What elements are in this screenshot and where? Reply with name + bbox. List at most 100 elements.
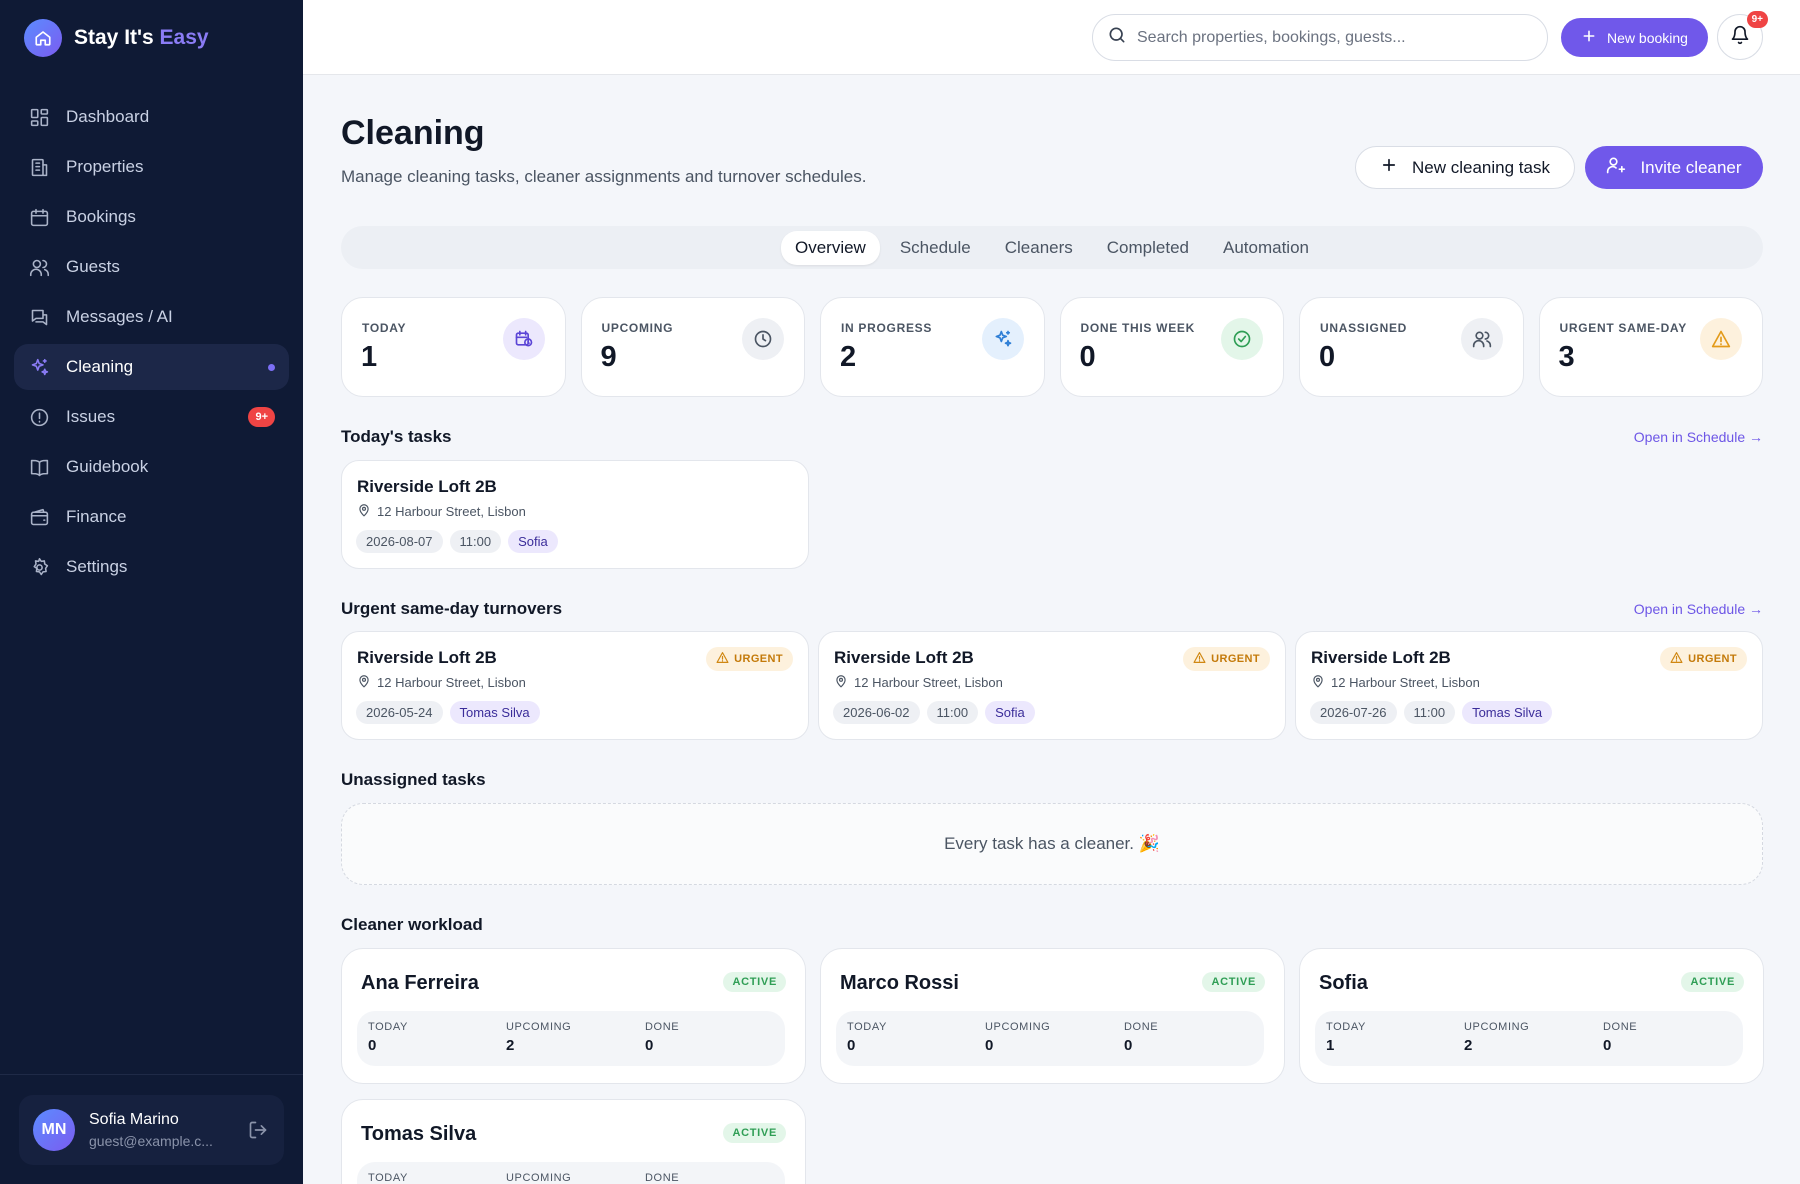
- workload-upcoming-value: 0: [985, 1037, 994, 1054]
- workload-today: TODAY 0: [847, 1021, 887, 1054]
- workload-upcoming-value: 2: [506, 1037, 515, 1054]
- cleaner-workload-card[interactable]: Tomas Silva ACTIVE TODAY UPCOMING DONE: [341, 1099, 806, 1184]
- cleaner-workload-card[interactable]: Ana Ferreira ACTIVE TODAY 0 UPCOMING 2 DONE 0: [341, 948, 806, 1084]
- workload-today-value: 0: [368, 1037, 377, 1054]
- sidebar-item-settings[interactable]: Settings: [14, 544, 289, 590]
- status-badge: ACTIVE: [1681, 972, 1744, 992]
- urgent-badge: URGENT: [1183, 647, 1270, 671]
- stat-label: TODAY: [362, 321, 407, 335]
- tab-cleaners[interactable]: Cleaners: [1004, 237, 1073, 257]
- users-icon: [28, 256, 50, 278]
- brand[interactable]: Stay It's Easy: [24, 19, 209, 57]
- urgent-badge: URGENT: [706, 647, 793, 671]
- urgent-task-card[interactable]: Riverside Loft 2B 12 Harbour Street, Lisb…: [1295, 631, 1763, 740]
- task-card[interactable]: Riverside Loft 2B 12 Harbour Street, Lisb…: [341, 460, 809, 569]
- sidebar-item-issues[interactable]: Issues 9+: [14, 394, 289, 440]
- stat-card: UNASSIGNED 0: [1299, 297, 1524, 397]
- new-cleaning-task-button[interactable]: New cleaning task: [1355, 146, 1575, 189]
- stat-value: 0: [1319, 341, 1336, 373]
- open-in-schedule-link[interactable]: Open in Schedule →: [1633, 429, 1763, 445]
- sidebar-item-bookings[interactable]: Bookings: [14, 194, 289, 240]
- sidebar-item-guidebook[interactable]: Guidebook: [14, 444, 289, 490]
- urgent-task-card[interactable]: Riverside Loft 2B 12 Harbour Street, Lisb…: [341, 631, 809, 740]
- stat-card: URGENT SAME-DAY 3: [1538, 297, 1763, 397]
- stat-label: DONE THIS WEEK: [1080, 321, 1195, 335]
- workload-done: DONE 0: [645, 1021, 679, 1054]
- tab-automation[interactable]: Automation: [1223, 237, 1309, 257]
- sidebar-nav: Dashboard Properties Bookings Guests Message…: [14, 94, 289, 594]
- sidebar-item-label: Guests: [66, 257, 120, 276]
- new-booking-button[interactable]: New booking: [1561, 18, 1708, 57]
- tab-completed[interactable]: Completed: [1106, 237, 1189, 257]
- sidebar-item-label: Bookings: [66, 207, 136, 226]
- sidebar-item-messages-ai[interactable]: Messages / AI: [14, 294, 289, 340]
- time-chip: 11:00: [449, 530, 502, 553]
- urgent-label: URGENT: [1688, 653, 1737, 665]
- cleaner-name: Marco Rossi: [840, 972, 959, 994]
- stat-cards: TODAY 1 UPCOMING 9 IN PROGRESS 2 DONE THIS WEE…: [341, 297, 1763, 397]
- plus-icon: [1581, 28, 1597, 47]
- workload-upcoming: UPCOMING 2: [506, 1021, 571, 1054]
- notification-badge: 9+: [1746, 11, 1768, 28]
- check-circle-icon: [1221, 318, 1263, 360]
- urgent-task-card[interactable]: Riverside Loft 2B 12 Harbour Street, Lisb…: [818, 631, 1286, 740]
- date-chip: 2026-05-24: [356, 701, 443, 724]
- page-subtitle: Manage cleaning tasks, cleaner assignmen…: [341, 167, 867, 186]
- search-box[interactable]: [1092, 14, 1548, 61]
- workload-upcoming: UPCOMING 2: [1464, 1021, 1529, 1054]
- user-card[interactable]: MN Sofia Marino guest@example.c...: [19, 1095, 284, 1165]
- stat-value: 9: [600, 341, 617, 373]
- urgent-badge: URGENT: [1660, 647, 1747, 671]
- workload-done-value: 0: [1603, 1037, 1612, 1054]
- section-title-workload: Cleaner workload: [341, 915, 483, 934]
- workload-stats: TODAY 1 UPCOMING 2 DONE 0: [1315, 1011, 1743, 1066]
- date-chip: 2026-08-07: [356, 530, 443, 553]
- tab-schedule[interactable]: Schedule: [899, 237, 971, 257]
- sparkles-icon: [28, 356, 50, 378]
- warning-icon: [1700, 318, 1742, 360]
- sidebar-item-label: Finance: [66, 507, 127, 526]
- workload-today-value: 0: [847, 1037, 856, 1054]
- workload-done-label: DONE: [645, 1172, 680, 1184]
- cleaner-chip: Tomas Silva: [1462, 701, 1553, 724]
- sidebar-item-finance[interactable]: Finance: [14, 494, 289, 540]
- sidebar-item-cleaning[interactable]: Cleaning: [14, 344, 289, 390]
- address-text: 12 Harbour Street, Lisbon: [377, 504, 526, 519]
- workload-today-label: TODAY: [847, 1021, 887, 1033]
- dashboard-icon: [28, 106, 50, 128]
- task-chips: 2026-05-24 Tomas Silva: [356, 701, 540, 724]
- property-name: Riverside Loft 2B: [834, 648, 974, 667]
- section-title-unassigned: Unassigned tasks: [341, 770, 486, 789]
- logout-icon[interactable]: [248, 1120, 268, 1145]
- cleaner-workload-card[interactable]: Marco Rossi ACTIVE TODAY 0 UPCOMING 0 DONE 0: [820, 948, 1285, 1084]
- tab-overview[interactable]: Overview: [780, 230, 880, 265]
- task-chips: 2026-07-26 11:00 Tomas Silva: [1310, 701, 1553, 724]
- sidebar-item-dashboard[interactable]: Dashboard: [14, 94, 289, 140]
- workload-done-label: DONE: [645, 1021, 680, 1033]
- sidebar-item-guests[interactable]: Guests: [14, 244, 289, 290]
- stat-value: 1: [361, 341, 378, 373]
- sidebar-item-properties[interactable]: Properties: [14, 144, 289, 190]
- property-address: 12 Harbour Street, Lisbon: [357, 503, 526, 520]
- search-input[interactable]: [1137, 28, 1517, 47]
- users-icon: [1460, 318, 1503, 360]
- open-in-schedule-link[interactable]: Open in Schedule →: [1633, 601, 1763, 617]
- address-text: 12 Harbour Street, Lisbon: [854, 675, 1003, 690]
- invite-cleaner-button[interactable]: Invite cleaner: [1585, 146, 1763, 189]
- status-badge: ACTIVE: [723, 972, 786, 992]
- address-text: 12 Harbour Street, Lisbon: [1331, 675, 1480, 690]
- sidebar: Stay It's Easy Dashboard Properties Bookin…: [0, 0, 303, 1184]
- notifications-button[interactable]: 9+: [1717, 11, 1768, 60]
- topbar: New booking 9+: [303, 0, 1800, 75]
- section-title-urgent: Urgent same-day turnovers: [341, 599, 563, 618]
- cleaner-name: Sofia: [1319, 972, 1368, 994]
- cleaner-name: Ana Ferreira: [361, 972, 479, 994]
- wallet-icon: [28, 506, 50, 528]
- status-badge: ACTIVE: [723, 1123, 786, 1143]
- cleaner-workload-card[interactable]: Sofia ACTIVE TODAY 1 UPCOMING 2 DONE 0: [1299, 948, 1764, 1084]
- stat-card: DONE THIS WEEK 0: [1059, 297, 1284, 397]
- stat-value: 3: [1558, 341, 1575, 373]
- stat-value: 0: [1079, 341, 1096, 373]
- user-name: Sofia Marino: [89, 1111, 179, 1128]
- alert-circle-icon: [28, 406, 50, 428]
